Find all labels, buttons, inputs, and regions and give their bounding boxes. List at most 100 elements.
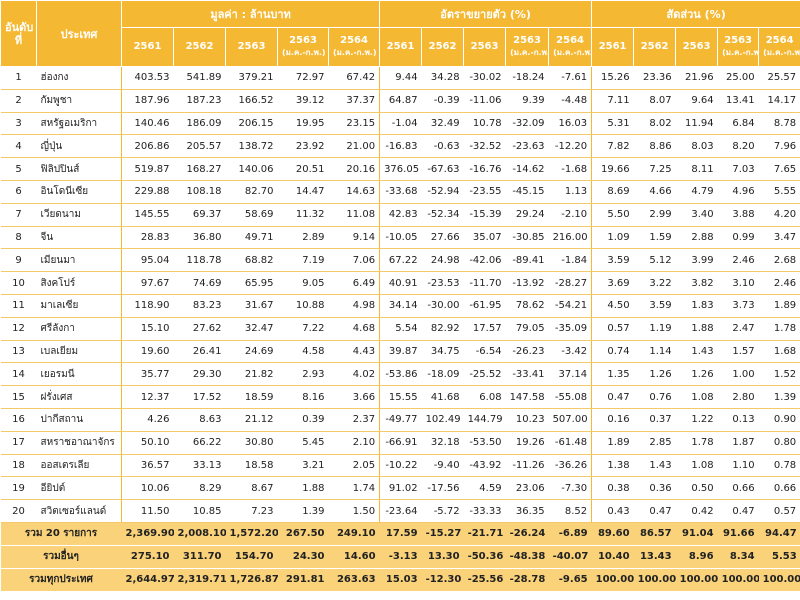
table-row: 10 สิงคโปร์ 97.67 74.69 65.95 9.05 6.49 40.91 -2… xyxy=(0,271,800,295)
growth-cell: 17.59 xyxy=(379,522,422,546)
share-cell: 1.89 xyxy=(758,294,800,318)
value-cell: 23.15 xyxy=(328,112,381,136)
share-cell: 0.57 xyxy=(591,317,634,341)
share-cell: 3.69 xyxy=(591,271,634,295)
growth-cell: 35.07 xyxy=(463,226,506,250)
value-cell: 58.69 xyxy=(225,203,278,227)
growth-cell: -23.64 xyxy=(379,499,422,523)
total-label: รวม 20 รายการ xyxy=(0,522,122,546)
growth-cell: 32.49 xyxy=(421,112,464,136)
table-row: 14 เยอรมนี 35.77 29.30 21.82 2.93 4.02 -53.86 -1… xyxy=(0,362,800,387)
rank-cell: 9 xyxy=(0,248,37,273)
value-cell: 39.12 xyxy=(277,89,329,113)
year-label: 2563 xyxy=(682,41,711,52)
share-cell: 2.46 xyxy=(717,248,759,273)
rank-cell: 18 xyxy=(0,454,37,478)
share-cell: 21.96 xyxy=(675,66,718,90)
share-cell: 100.00 xyxy=(675,568,718,592)
share-cell: 5.55 xyxy=(758,180,800,204)
growth-cell: -50.36 xyxy=(463,545,506,569)
rank-cell: 11 xyxy=(0,294,37,318)
value-cell: 65.95 xyxy=(225,271,278,295)
value-cell: 118.90 xyxy=(121,294,174,318)
country-cell: ฝรั่งเศส xyxy=(36,385,122,409)
value-cell: 140.06 xyxy=(225,157,278,181)
country-cell: สหราชอาณาจักร xyxy=(36,431,122,455)
growth-cell: 24.98 xyxy=(421,248,464,273)
value-cell: 24.30 xyxy=(277,545,329,569)
share-cell: 1.35 xyxy=(591,362,634,387)
growth-cell: -43.92 xyxy=(463,454,506,478)
value-cell: 187.96 xyxy=(121,89,174,113)
value-cell: 10.85 xyxy=(173,499,226,523)
value-cell: 140.46 xyxy=(121,112,174,136)
value-cell: 2,319.71 xyxy=(173,568,226,592)
total-row: รวมอื่นๆ 275.10 311.70 154.70 24.30 14.60 -3.1… xyxy=(0,545,800,569)
growth-cell: 27.66 xyxy=(421,226,464,250)
growth-cell: 39.87 xyxy=(379,340,422,364)
share-cell: 100.00 xyxy=(591,568,634,592)
growth-cell: -54.21 xyxy=(548,294,593,318)
table-row: 13 เบลเยียม 19.60 26.41 24.69 4.58 4.43 39.87 34… xyxy=(0,340,800,364)
share-cell: 3.88 xyxy=(717,203,759,227)
growth-cell: 34.75 xyxy=(421,340,464,364)
growth-cell: 376.05 xyxy=(379,157,422,181)
growth-cell: 144.79 xyxy=(463,408,506,432)
rank-cell: 12 xyxy=(0,317,37,341)
share-cell: 5.12 xyxy=(633,248,676,273)
value-cell: 74.69 xyxy=(173,271,226,295)
growth-cell: -61.48 xyxy=(548,431,593,455)
share-cell: 4.96 xyxy=(717,180,759,204)
growth-cell: -35.09 xyxy=(548,317,593,341)
growth-cell: -16.83 xyxy=(379,134,422,159)
growth-cell: 79.05 xyxy=(505,317,549,341)
table-row: 16 ปากีสถาน 4.26 8.63 21.12 0.39 2.37 -49.77 102… xyxy=(0,408,800,432)
value-cell: 32.47 xyxy=(225,317,278,341)
share-cell: 6.84 xyxy=(717,112,759,136)
share-cell: 1.68 xyxy=(758,340,800,364)
growth-cell: -25.56 xyxy=(463,568,506,592)
year-header-row: 2561 2562 2563 2563 (ม.ค.-ก.พ.) 2564 (ม.ค.-ก.พ… xyxy=(1,27,800,67)
growth-cell: 15.55 xyxy=(379,385,422,409)
year-header: 2564 (ม.ค.-ก.พ.) xyxy=(548,27,593,67)
value-cell: 50.10 xyxy=(121,431,174,455)
value-cell: 66.22 xyxy=(173,431,226,455)
value-cell: 206.86 xyxy=(121,134,174,159)
year-label: 2564 xyxy=(765,35,794,46)
share-group-header: สัดส่วน (%) xyxy=(591,0,800,28)
table-row: 6 อินโดนีเซีย 229.88 108.18 82.70 14.47 14.63-… xyxy=(0,180,800,204)
growth-cell: -52.34 xyxy=(421,203,464,227)
value-cell: 2.89 xyxy=(277,226,329,250)
growth-cell: -15.27 xyxy=(421,522,464,546)
growth-cell: -26.23 xyxy=(505,340,549,364)
value-cell: 154.70 xyxy=(225,545,278,569)
share-cell: 0.13 xyxy=(717,408,759,432)
share-cell: 0.38 xyxy=(591,476,634,501)
growth-cell: -55.08 xyxy=(548,385,593,409)
value-cell: 21.82 xyxy=(225,362,278,387)
value-cell: 2.10 xyxy=(328,431,381,455)
value-cell: 205.57 xyxy=(173,134,226,159)
growth-cell: 16.03 xyxy=(548,112,593,136)
growth-cell: 10.78 xyxy=(463,112,506,136)
year-label: 2563 xyxy=(513,35,541,46)
value-cell: 83.23 xyxy=(173,294,226,318)
rank-cell: 10 xyxy=(0,271,37,295)
share-cell: 1.26 xyxy=(675,362,718,387)
growth-cell: 216.00 xyxy=(548,226,593,250)
rank-cell: 13 xyxy=(0,340,37,364)
growth-cell: 19.26 xyxy=(505,431,549,455)
year-label: 2563 xyxy=(237,41,266,52)
table-row: 19 อียิปต์ 10.06 8.29 8.67 1.88 1.74 91.02 -17.5… xyxy=(0,476,800,501)
share-cell: 4.50 xyxy=(591,294,634,318)
value-cell: 10.88 xyxy=(277,294,329,318)
share-cell: 3.82 xyxy=(675,271,718,295)
growth-cell: -3.42 xyxy=(548,340,593,364)
value-cell: 27.62 xyxy=(173,317,226,341)
share-cell: 1.14 xyxy=(633,340,676,364)
value-cell: 14.60 xyxy=(328,545,380,569)
growth-cell: -6.54 xyxy=(463,340,506,364)
rank-cell: 20 xyxy=(0,499,37,523)
growth-cell: -11.70 xyxy=(463,271,506,295)
country-cell: อินโดนีเซีย xyxy=(36,180,122,204)
